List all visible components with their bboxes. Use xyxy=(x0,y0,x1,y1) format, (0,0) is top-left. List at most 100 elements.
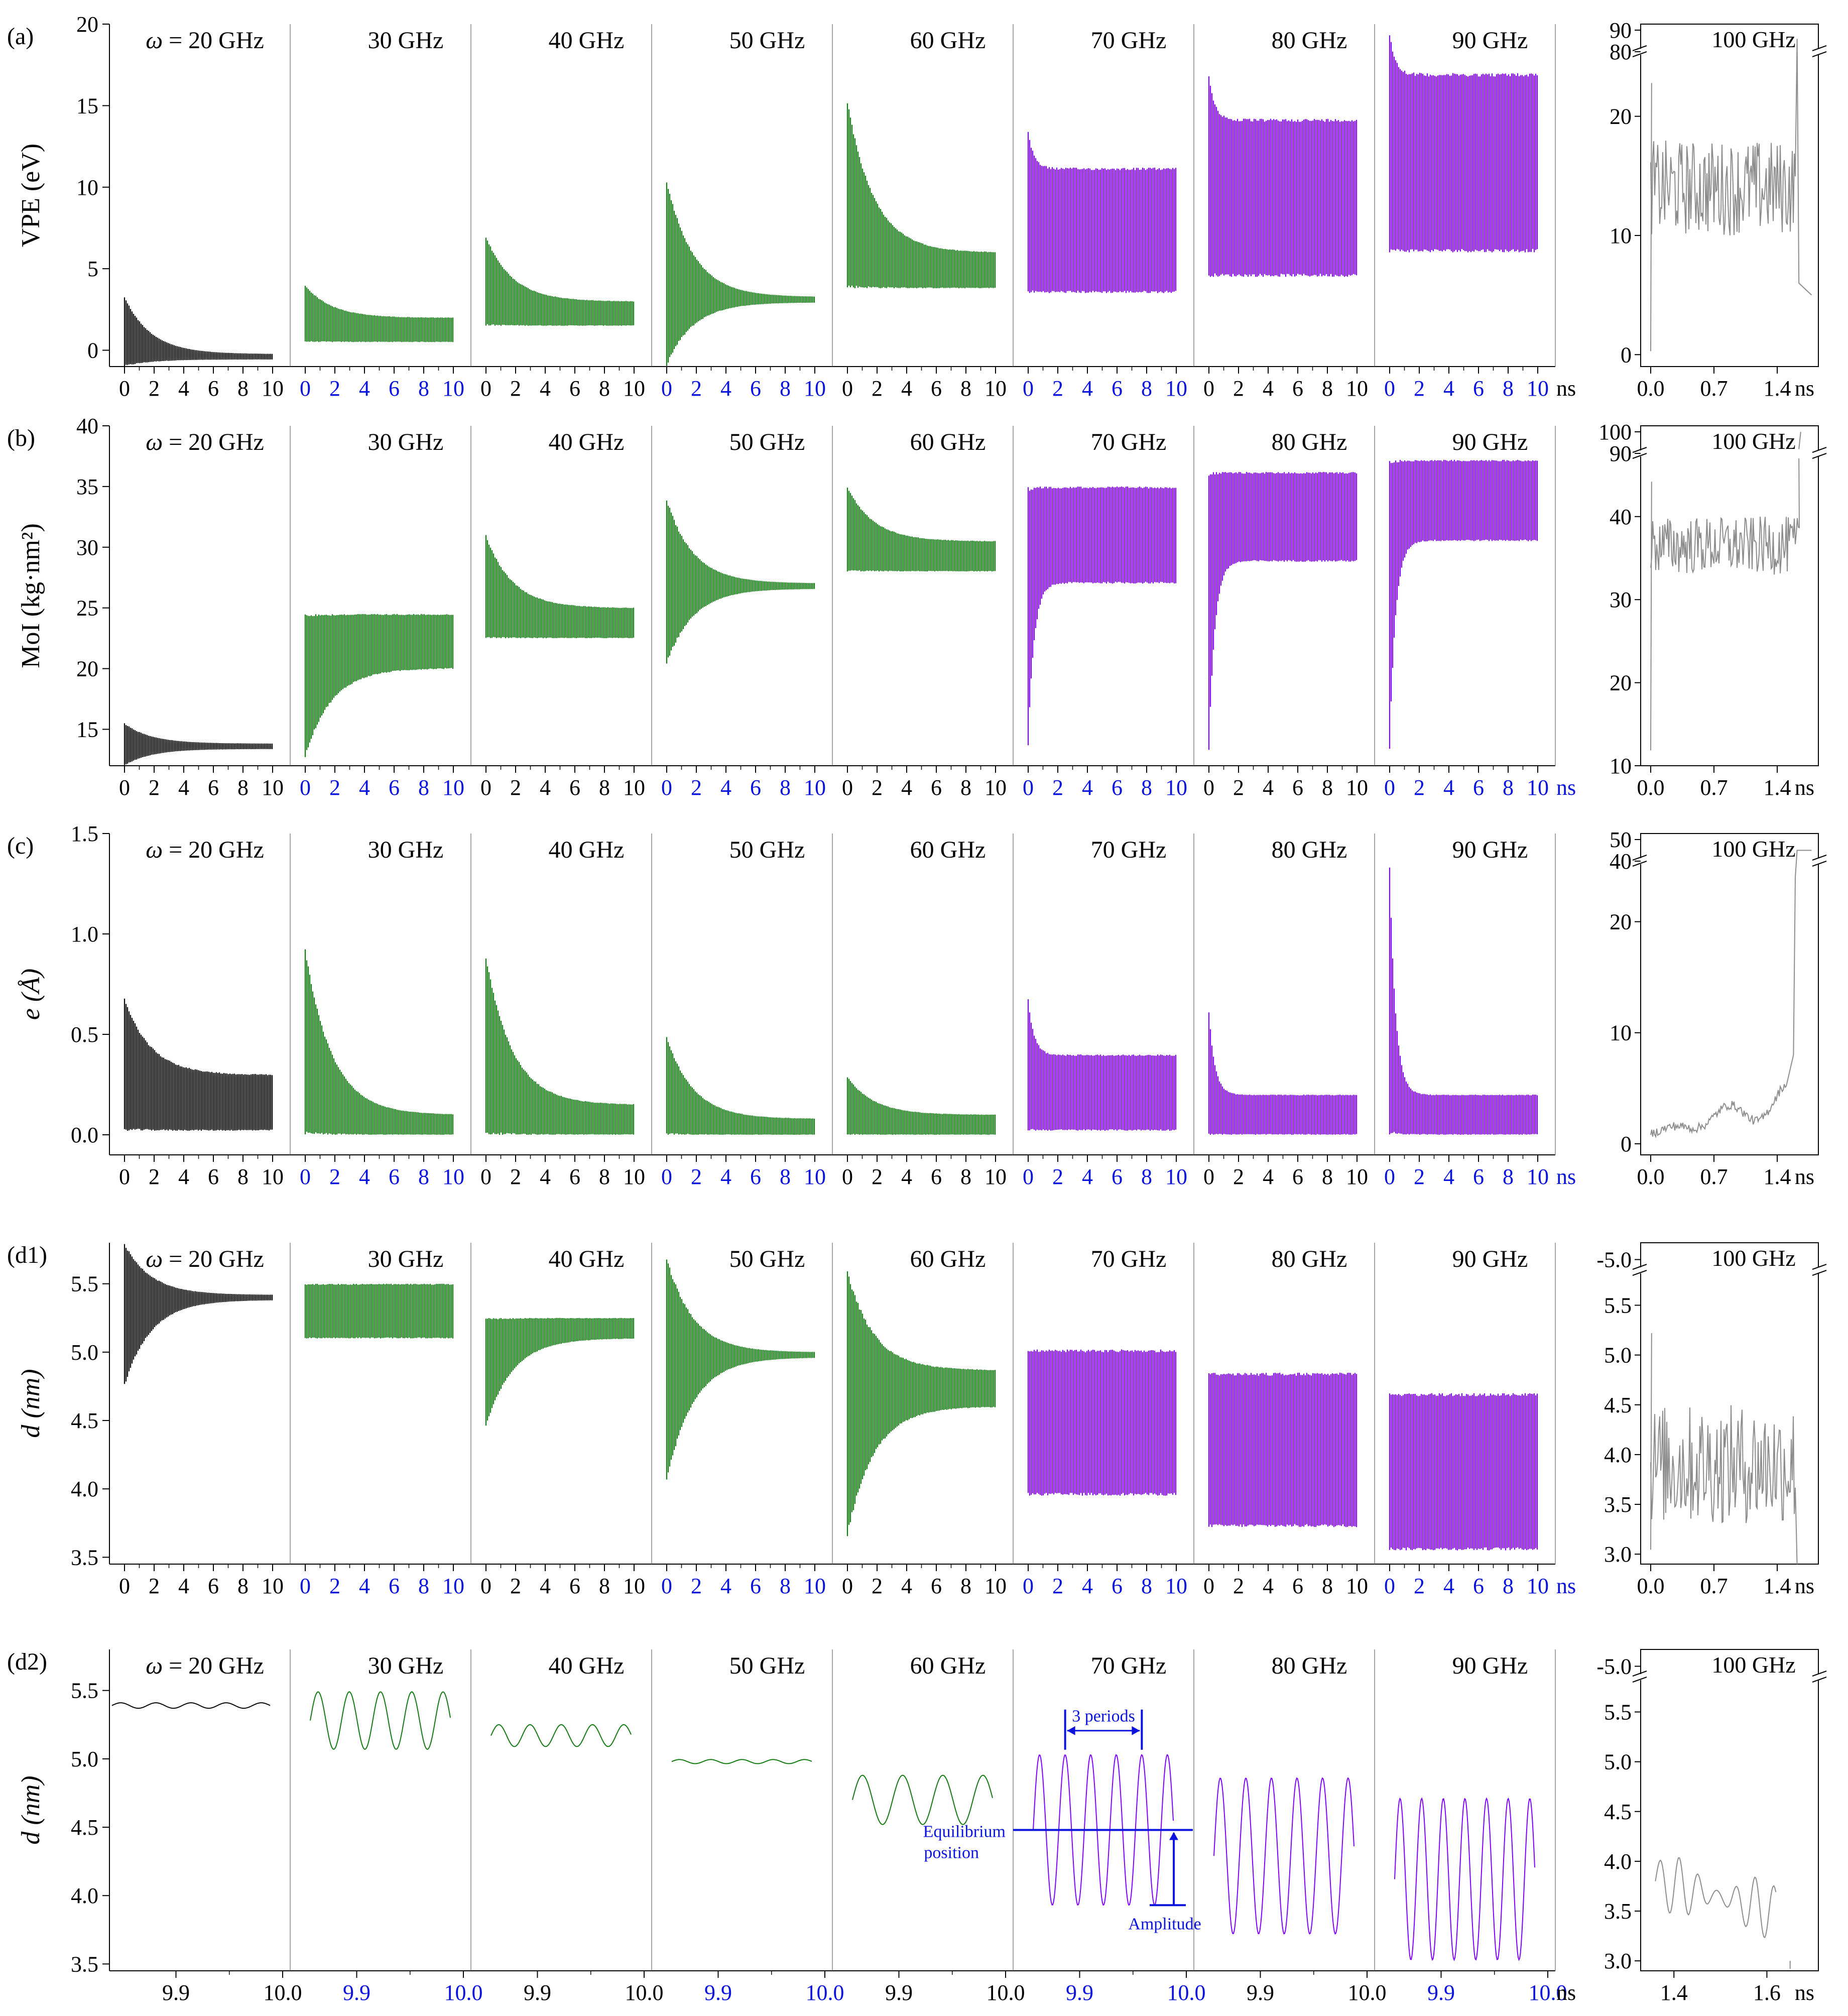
x-tick-label: 6 xyxy=(750,376,761,401)
equilibrium-label-2: position xyxy=(924,1843,979,1862)
x-tick-label: 8 xyxy=(960,1164,971,1189)
y-tick-label: 4.5 xyxy=(71,1408,98,1433)
x-tick-label: 0 xyxy=(661,376,672,401)
x-tick-label: 8 xyxy=(780,1574,791,1598)
x-tick-label: 4 xyxy=(359,1164,370,1189)
x-tick-label: 6 xyxy=(208,1164,219,1189)
x-tick-label: 0 xyxy=(1203,1164,1214,1189)
y-tick-label: 5 xyxy=(87,257,98,281)
y-tick-label: 30 xyxy=(1610,587,1632,612)
amplitude-label: Amplitude xyxy=(1128,1915,1201,1933)
x-tick-label: 0 xyxy=(842,1574,853,1598)
y-tick-label: 20 xyxy=(76,657,98,681)
series-band xyxy=(485,238,635,326)
amplitude-arrow-head xyxy=(1169,1832,1178,1840)
x-tick-label: 8 xyxy=(1141,376,1152,401)
subplot-50-GHz: 9.9 10.0 50 GHz xyxy=(652,1649,844,2005)
x-tick-label: 4 xyxy=(901,376,912,401)
y-tick-label: 1.0 xyxy=(71,922,98,946)
x-tick-label: 0 xyxy=(119,775,130,800)
y-tick-label: 5.5 xyxy=(71,1679,98,1703)
x-tick-label: 6 xyxy=(389,376,400,401)
x-tick-label: 8 xyxy=(960,775,971,800)
x-tick-label: 0 xyxy=(1023,376,1034,401)
panel-label: (d1) xyxy=(7,1242,47,1268)
x-tick-label: 9.9 xyxy=(885,1980,913,2005)
x-tick-label: 4 xyxy=(1082,376,1093,401)
y-tick-label: 0.5 xyxy=(71,1022,98,1047)
x-tick-label: 4 xyxy=(178,376,189,401)
subplot-90-GHz: 0 2 4 6 8 10 90 GHz xyxy=(1375,834,1556,1189)
series-line xyxy=(1394,1797,1535,1961)
subplot-50-GHz: 0 2 4 6 8 10 50 GHz xyxy=(652,1243,833,1598)
axis-break-gap xyxy=(1809,858,1827,864)
panel-label: (b) xyxy=(7,425,35,451)
x-tick-label: 10 xyxy=(1346,775,1368,800)
y-tick-label: 3.0 xyxy=(1604,1949,1632,1973)
axis-break-mark xyxy=(1632,447,1647,453)
frequency-label: 90 GHz xyxy=(1452,27,1528,54)
series-band xyxy=(304,286,454,342)
x-tick-label: 2 xyxy=(691,376,702,401)
x-tick-label: 6 xyxy=(1292,376,1303,401)
frequency-label: 80 GHz xyxy=(1272,27,1347,54)
series-line xyxy=(111,1702,271,1709)
subplot-80-GHz: 0 2 4 6 8 10 80 GHz xyxy=(1194,834,1375,1189)
x-tick-label: 8 xyxy=(599,376,610,401)
x-tick-label: 6 xyxy=(1292,1574,1303,1598)
x-tick-label: 8 xyxy=(960,376,971,401)
series-band xyxy=(1027,1349,1177,1496)
axis-break-mark xyxy=(1632,453,1647,459)
series-line xyxy=(671,1759,812,1764)
x-tick-label: 0 xyxy=(842,376,853,401)
axis-break-mark xyxy=(1632,861,1647,867)
x-tick-label: 6 xyxy=(931,1574,942,1598)
frequency-label: 30 GHz xyxy=(368,1246,444,1272)
x-tick-label: 8 xyxy=(1141,1574,1152,1598)
x-tick-label: 2 xyxy=(691,1164,702,1189)
x-tick-label: 10 xyxy=(262,775,284,800)
x-tick-label: 10 xyxy=(1165,775,1187,800)
series-band xyxy=(846,488,996,572)
y-tick-label: 0 xyxy=(87,338,98,363)
subplot-100GHz: 3.0 3.5 4.0 4.5 5.0 5.5 -5.0 0.0 0.7 1.4 ns 100 GHz xyxy=(1596,1242,1827,1598)
frequency-label: ω = 20 GHz xyxy=(146,429,264,455)
frequency-label: 100 GHz xyxy=(1711,428,1795,454)
frequency-label: 80 GHz xyxy=(1272,1652,1347,1679)
x-tick-label: 2 xyxy=(872,1574,883,1598)
x-tick-label: 8 xyxy=(1322,1164,1333,1189)
y-tick-label: 15 xyxy=(76,717,98,742)
x-tick-label: 0 xyxy=(119,1574,130,1598)
x-tick-label: 10 xyxy=(984,775,1007,800)
x-tick-label: 0 xyxy=(1384,1574,1395,1598)
x-tick-label: 8 xyxy=(1141,1164,1152,1189)
x-tick-label: 2 xyxy=(329,775,340,800)
x-tick-label: 8 xyxy=(237,376,249,401)
x-unit-label: ns xyxy=(1795,1164,1814,1189)
subplot-50-GHz: 0 2 4 6 8 10 50 GHz xyxy=(652,834,833,1189)
series-band xyxy=(1389,1393,1538,1551)
x-tick-label: 0 xyxy=(119,376,130,401)
x-tick-label: 0 xyxy=(842,1164,853,1189)
x-tick-label: 2 xyxy=(1052,1164,1063,1189)
x-tick-label: 0 xyxy=(1023,1164,1034,1189)
x-tick-label: 2 xyxy=(510,376,521,401)
frequency-label: 70 GHz xyxy=(1091,1652,1167,1679)
x-tick-label: 2 xyxy=(149,775,160,800)
panel-label: (d2) xyxy=(7,1648,47,1675)
x-tick-label: 2 xyxy=(1414,376,1425,401)
y-tick-label: 80 xyxy=(1610,40,1632,64)
series-band xyxy=(1027,486,1177,746)
x-tick-label: 4 xyxy=(901,1574,912,1598)
subplot-20-GHz: 0 2 4 6 8 10 ω = 20 GHz xyxy=(109,1243,291,1598)
series-band xyxy=(1208,471,1358,750)
x-tick-label: 4 xyxy=(178,1164,189,1189)
x-tick-label: 4 xyxy=(1082,1164,1093,1189)
x-tick-label: 6 xyxy=(931,1164,942,1189)
frequency-label: 90 GHz xyxy=(1452,1652,1528,1679)
frequency-label: 30 GHz xyxy=(368,27,444,54)
y-tick-label: 50 xyxy=(1610,827,1632,852)
x-tick-label: 10 xyxy=(1165,1574,1187,1598)
x-tick-label: 9.9 xyxy=(524,1980,551,2005)
